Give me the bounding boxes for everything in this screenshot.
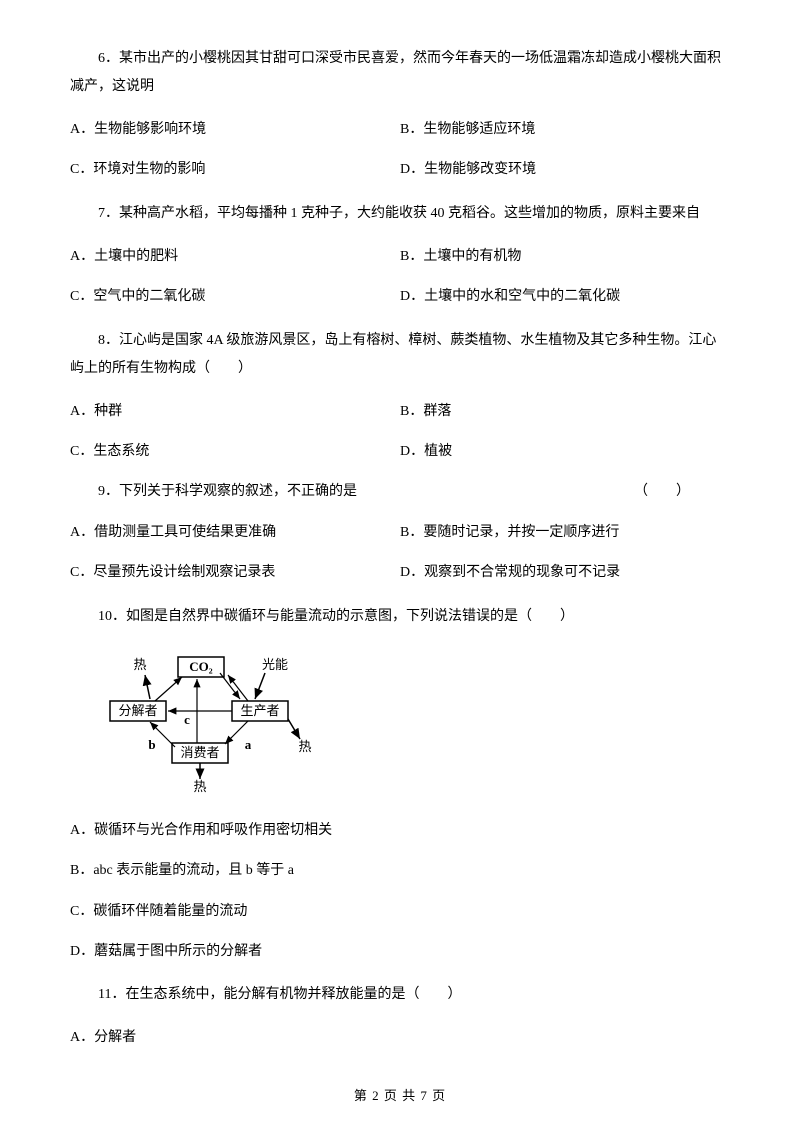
heat-bottom-label: 热 bbox=[193, 779, 206, 794]
q9-stem-row: 9．下列关于科学观察的叙述，不正确的是 （ ） bbox=[70, 481, 730, 503]
q9-opt-c: C．尽量预先设计绘制观察记录表 bbox=[70, 562, 400, 584]
question-9: 9．下列关于科学观察的叙述，不正确的是 （ ） A．借助测量工具可使结果更准确 … bbox=[70, 481, 730, 584]
q8-opt-a: A．种群 bbox=[70, 401, 400, 423]
q6-opt-d: D．生物能够改变环境 bbox=[400, 159, 730, 181]
light-energy-label: 光能 bbox=[262, 657, 288, 672]
c-label: c bbox=[184, 712, 190, 727]
question-8: 8．江心屿是国家 4A 级旅游风景区，岛上有榕树、樟树、蕨类植物、水生植物及其它… bbox=[70, 327, 730, 464]
b-label: b bbox=[148, 737, 155, 752]
co2-label: CO₂ bbox=[189, 659, 213, 674]
producer-label: 生产者 bbox=[240, 703, 279, 718]
carbon-cycle-diagram: CO₂ 光能 热 分解者 生产者 消费者 c bbox=[100, 649, 730, 802]
decomposer-label: 分解者 bbox=[118, 703, 157, 718]
q7-stem: 7．某种高产水稻，平均每播种 1 克种子，大约能收获 40 克稻谷。这些增加的物… bbox=[70, 200, 730, 228]
q10-stem: 10．如图是自然界中碳循环与能量流动的示意图，下列说法错误的是（ ） bbox=[70, 603, 730, 631]
q7-opt-c: C．空气中的二氧化碳 bbox=[70, 286, 400, 308]
q9-paren: （ ） bbox=[634, 481, 730, 503]
q10-opt-c: C．碳循环伴随着能量的流动 bbox=[70, 901, 730, 923]
q9-opt-d: D．观察到不合常规的现象可不记录 bbox=[400, 562, 730, 584]
q10-opt-d: D．蘑菇属于图中所示的分解者 bbox=[70, 941, 730, 963]
q6-opt-b: B．生物能够适应环境 bbox=[400, 119, 730, 141]
q6-options-row2: C．环境对生物的影响 D．生物能够改变环境 bbox=[70, 159, 730, 181]
q8-stem: 8．江心屿是国家 4A 级旅游风景区，岛上有榕树、樟树、蕨类植物、水生植物及其它… bbox=[70, 327, 730, 383]
q7-opt-d: D．土壤中的水和空气中的二氧化碳 bbox=[400, 286, 730, 308]
q9-stem: 9．下列关于科学观察的叙述，不正确的是 bbox=[70, 481, 357, 503]
q6-stem: 6．某市出产的小樱桃因其甘甜可口深受市民喜爱，然而今年春天的一场低温霜冻却造成小… bbox=[70, 45, 730, 101]
question-11: 11．在生态系统中，能分解有机物并释放能量的是（ ） A．分解者 bbox=[70, 981, 730, 1049]
page-footer: 第 2 页 共 7 页 bbox=[0, 1086, 800, 1107]
q6-opt-c: C．环境对生物的影响 bbox=[70, 159, 400, 181]
q7-opt-a: A．土壤中的肥料 bbox=[70, 246, 400, 268]
question-10: 10．如图是自然界中碳循环与能量流动的示意图，下列说法错误的是（ ） CO₂ 光… bbox=[70, 603, 730, 964]
consumer-label: 消费者 bbox=[180, 745, 219, 760]
q8-options-row1: A．种群 B．群落 bbox=[70, 401, 730, 423]
question-6: 6．某市出产的小樱桃因其甘甜可口深受市民喜爱，然而今年春天的一场低温霜冻却造成小… bbox=[70, 45, 730, 182]
heat-right-label: 热 bbox=[298, 739, 311, 754]
q11-opt-a: A．分解者 bbox=[70, 1027, 730, 1049]
q7-opt-b: B．土壤中的有机物 bbox=[400, 246, 730, 268]
q9-opt-a: A．借助测量工具可使结果更准确 bbox=[70, 522, 400, 544]
q6-opt-a: A．生物能够影响环境 bbox=[70, 119, 400, 141]
q8-opt-c: C．生态系统 bbox=[70, 441, 400, 463]
question-7: 7．某种高产水稻，平均每播种 1 克种子，大约能收获 40 克稻谷。这些增加的物… bbox=[70, 200, 730, 309]
q7-options-row1: A．土壤中的肥料 B．土壤中的有机物 bbox=[70, 246, 730, 268]
diagram-svg: CO₂ 光能 热 分解者 生产者 消费者 c bbox=[100, 649, 320, 794]
q6-options-row1: A．生物能够影响环境 B．生物能够适应环境 bbox=[70, 119, 730, 141]
q11-stem: 11．在生态系统中，能分解有机物并释放能量的是（ ） bbox=[70, 981, 730, 1009]
heat-top-left-label: 热 bbox=[133, 657, 146, 672]
a-label: a bbox=[245, 737, 252, 752]
q9-options-row1: A．借助测量工具可使结果更准确 B．要随时记录，并按一定顺序进行 bbox=[70, 522, 730, 544]
q10-opt-b: B．abc 表示能量的流动，且 b 等于 a bbox=[70, 860, 730, 882]
q9-opt-b: B．要随时记录，并按一定顺序进行 bbox=[400, 522, 730, 544]
q7-options-row2: C．空气中的二氧化碳 D．土壤中的水和空气中的二氧化碳 bbox=[70, 286, 730, 308]
q10-opt-a: A．碳循环与光合作用和呼吸作用密切相关 bbox=[70, 820, 730, 842]
q8-options-row2: C．生态系统 D．植被 bbox=[70, 441, 730, 463]
q8-opt-b: B．群落 bbox=[400, 401, 730, 423]
q8-opt-d: D．植被 bbox=[400, 441, 730, 463]
q9-options-row2: C．尽量预先设计绘制观察记录表 D．观察到不合常规的现象可不记录 bbox=[70, 562, 730, 584]
